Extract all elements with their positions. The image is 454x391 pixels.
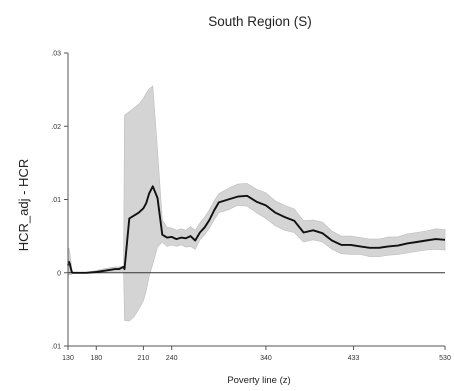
x-tick-label: 433: [348, 355, 360, 362]
x-tick-label: 530: [439, 355, 451, 362]
x-tick-label: 180: [90, 355, 102, 362]
y-tick-label: 0: [57, 270, 61, 277]
x-tick-label: 240: [166, 355, 178, 362]
y-tick-label: .03: [51, 51, 61, 58]
axes: .01 0 .01 .02 .03 130 180 210 240 340 433 530: [51, 51, 451, 363]
x-tick-label: 340: [260, 355, 272, 362]
confidence-band-0: [67, 85, 446, 322]
x-axis-label: Poverty line (z): [227, 375, 290, 386]
series-line-0: [67, 185, 446, 274]
x-tick-label: 210: [138, 355, 150, 362]
x-tick-label: 130: [62, 355, 74, 362]
y-tick-label: .02: [51, 124, 61, 131]
y-axis-label: HCR_adj - HCR: [16, 159, 31, 251]
y-tick-label: .01: [51, 344, 61, 351]
y-tick-label: .01: [51, 197, 61, 204]
chart-title: South Region (S): [208, 14, 312, 29]
plot-area: [67, 85, 446, 322]
